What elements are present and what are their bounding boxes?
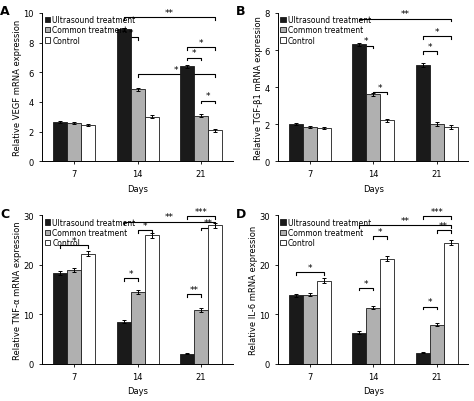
Legend: Ultrasound treatment, Common treatment, Control: Ultrasound treatment, Common treatment, … [280,16,372,46]
Text: *: * [308,263,312,272]
Bar [194,310,208,364]
Bar [81,254,95,364]
Text: *: * [364,37,368,46]
Bar [444,128,458,162]
Text: **: ** [439,221,448,230]
Text: *: * [192,49,196,58]
Bar [53,273,67,364]
Bar [67,124,81,162]
Bar [430,325,444,364]
Bar [352,333,366,364]
Bar [416,353,430,364]
Bar [130,90,145,162]
Text: **: ** [203,219,212,228]
Bar [67,270,81,364]
Text: *: * [428,298,432,306]
Y-axis label: Relative VEGF mRNA expression: Relative VEGF mRNA expression [13,20,22,156]
Text: **: ** [165,9,174,18]
Text: *: * [378,227,383,236]
X-axis label: Days: Days [363,387,383,395]
Bar [366,308,380,364]
Bar [53,123,67,162]
Text: B: B [236,5,246,18]
Text: **: ** [165,213,174,222]
Bar [366,95,380,162]
Text: *: * [174,66,179,75]
X-axis label: Days: Days [127,184,148,194]
Bar [180,354,194,364]
Text: *: * [72,236,76,245]
Legend: Ultrasound treatment, Common treatment, Control: Ultrasound treatment, Common treatment, … [44,217,136,248]
Text: *: * [364,279,368,288]
X-axis label: Days: Days [127,387,148,395]
Bar [81,126,95,162]
Text: *: * [128,28,133,38]
Text: *: * [128,269,133,278]
Text: **: ** [401,10,410,19]
Y-axis label: Relative TGF-β1 mRNA expression: Relative TGF-β1 mRNA expression [254,16,263,160]
Text: D: D [236,207,246,220]
Legend: Ultrasound treatment, Common treatment, Control: Ultrasound treatment, Common treatment, … [280,217,372,248]
Bar [180,67,194,162]
Bar [130,292,145,364]
Bar [317,128,331,162]
Bar [117,322,130,364]
Bar [117,30,130,162]
Bar [145,235,158,364]
Bar [430,125,444,162]
Y-axis label: Relative IL-6 mRNA expression: Relative IL-6 mRNA expression [248,225,257,354]
Bar [317,281,331,364]
Text: ***: *** [195,207,208,217]
Bar [444,243,458,364]
Bar [416,66,430,162]
Text: *: * [428,43,432,52]
Bar [303,128,317,162]
Bar [380,121,394,162]
Bar [145,117,158,162]
Legend: Ultrasound treatment, Common treatment, Control: Ultrasound treatment, Common treatment, … [44,16,136,46]
Text: C: C [0,207,9,220]
Bar [194,117,208,162]
Text: **: ** [190,285,199,294]
Bar [289,125,303,162]
Bar [289,296,303,364]
Text: *: * [142,221,147,230]
Text: *: * [378,83,383,92]
Y-axis label: Relative TNF-α mRNA expression: Relative TNF-α mRNA expression [13,221,22,359]
Bar [352,45,366,162]
Bar [208,131,222,162]
X-axis label: Days: Days [363,184,383,194]
Bar [303,295,317,364]
Text: *: * [435,28,439,37]
Text: A: A [0,5,10,18]
Text: ***: *** [430,207,443,217]
Text: **: ** [401,216,410,225]
Text: *: * [206,92,210,101]
Bar [380,259,394,364]
Bar [208,226,222,364]
Text: *: * [199,39,203,48]
